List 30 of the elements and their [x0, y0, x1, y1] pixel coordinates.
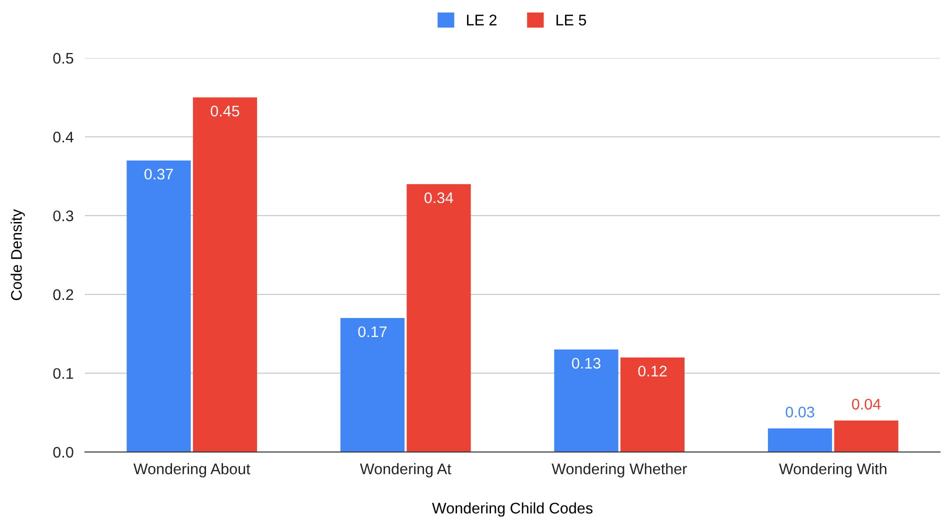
data-label: 0.17: [358, 326, 387, 338]
legend-label: LE 5: [556, 14, 586, 26]
legend-label: LE 2: [467, 14, 496, 26]
data-label: 0.45: [210, 106, 240, 116]
x-tick-label: Wondering At: [360, 463, 452, 478]
y-tick-label: 0.1: [53, 368, 74, 379]
data-label: 0.13: [572, 358, 600, 369]
x-tick-label: Wondering Whether: [552, 463, 687, 478]
y-axis-title: Code Density: [10, 209, 25, 300]
data-label: 0.03: [786, 406, 814, 418]
bar: [126, 160, 191, 452]
data-label: 0.37: [144, 168, 173, 180]
x-axis-title: Wondering Child Codes: [432, 502, 592, 517]
y-tick-label: 0.5: [53, 52, 74, 64]
bar: [192, 97, 258, 452]
data-label: 0.34: [424, 192, 454, 204]
y-tick-label: 0.3: [53, 210, 74, 222]
bar: [340, 318, 405, 452]
bar: [406, 184, 471, 452]
x-tick-label: Wondering With: [778, 463, 886, 478]
data-label: 0.04: [852, 398, 881, 410]
bar: [554, 350, 618, 452]
bar: [620, 357, 685, 452]
bar: [768, 428, 832, 452]
y-tick-label: 0.0: [53, 446, 74, 458]
y-tick-label: 0.2: [53, 289, 74, 300]
data-label: 0.12: [638, 366, 667, 377]
bar: [834, 420, 898, 452]
x-tick-label: Wondering About: [133, 463, 250, 478]
y-tick-label: 0.4: [53, 132, 74, 142]
